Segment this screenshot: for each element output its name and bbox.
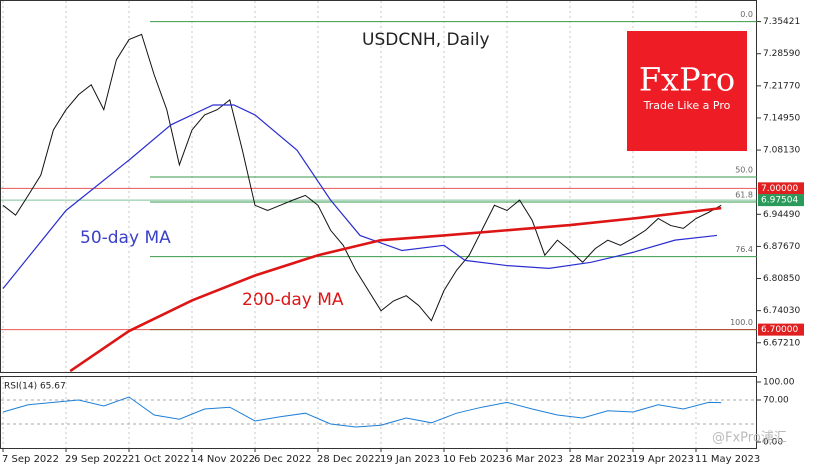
y-tick-label: 100.00 — [763, 378, 795, 388]
y-tick-label: 6.94490 — [763, 210, 800, 220]
x-tick-label: 28 Dec 2022 — [317, 454, 381, 465]
y-tick-label: 6.74030 — [763, 306, 800, 316]
ma200-label: 200-day MA — [242, 290, 344, 310]
y-tick-label: 6.87670 — [763, 242, 800, 252]
y-tick-label: 7.14950 — [763, 113, 800, 123]
price-tag-box — [758, 182, 804, 195]
price-tag-box — [758, 323, 804, 336]
series-line — [2, 396, 722, 428]
x-tick-label: 10 Feb 2023 — [443, 454, 505, 465]
logo-tagline: Trade Like a Pro — [643, 99, 731, 112]
fib-label: 0.0 — [740, 10, 753, 19]
logo-name: FxPro — [639, 61, 735, 99]
y-tick-label: 6.80850 — [763, 274, 800, 284]
y-tick-label: 7.35421 — [763, 17, 800, 27]
rsi-label: RSI(14) 65.67 — [4, 382, 66, 392]
main-frame — [0, 0, 757, 373]
current-price-label: 6.97504 — [761, 196, 798, 206]
x-tick-label: 21 Oct 2022 — [128, 454, 190, 465]
y-tick-label: 7.21770 — [763, 81, 800, 91]
price-tag-label: 7.00000 — [761, 184, 798, 194]
y-tick-label: 6.67210 — [763, 338, 800, 348]
logo-box — [627, 31, 747, 151]
watermark: @FxPro浦汇 — [712, 431, 787, 446]
fib-label: 100.0 — [730, 318, 753, 327]
x-tick-label: 28 Mar 2023 — [569, 454, 632, 465]
x-tick-label: 6 Mar 2023 — [506, 454, 563, 465]
fib-label: 61.8 — [735, 191, 753, 200]
y-tick-label: 70.00 — [763, 396, 789, 406]
y-tick-label: 0.00 — [763, 438, 783, 448]
fib-label: 50.0 — [735, 166, 753, 175]
fib-label: 76.4 — [735, 245, 753, 254]
y-tick-label: 7.08130 — [763, 146, 800, 156]
series-line — [2, 104, 718, 290]
x-tick-label: 19 Jan 2023 — [380, 454, 440, 465]
series-line — [2, 33, 722, 322]
rsi-frame — [0, 376, 757, 449]
series-line — [69, 206, 722, 373]
x-tick-label: 19 Apr 2023 — [632, 454, 694, 465]
chart-title: USDCNH, Daily — [362, 30, 490, 50]
logo: FxPro Trade Like a Pro — [627, 31, 747, 151]
current-price-box — [758, 194, 804, 207]
x-tick-label: 14 Nov 2022 — [191, 454, 255, 465]
price-tag-label: 6.70000 — [761, 325, 798, 335]
ma50-label: 50-day MA — [80, 228, 171, 248]
y-tick-label: 7.28590 — [763, 49, 800, 59]
x-tick-label: 29 Sep 2022 — [65, 454, 128, 465]
x-tick-label: 11 May 2023 — [695, 454, 760, 465]
x-tick-label: 7 Sep 2022 — [2, 454, 59, 465]
x-tick-label: 6 Dec 2022 — [254, 454, 312, 465]
